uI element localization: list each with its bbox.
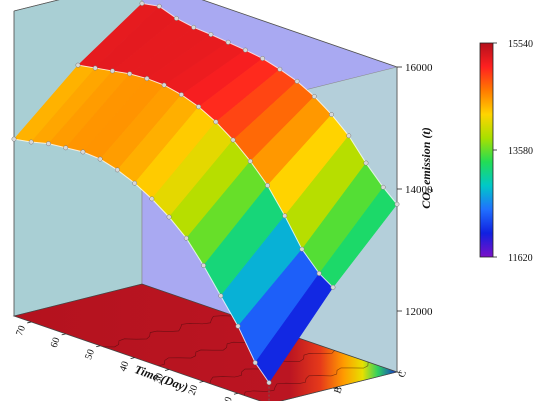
series-points	[11, 0, 400, 386]
series-point-C	[329, 112, 334, 118]
emission-axis-ticks: 12000 14000 16000	[397, 62, 433, 318]
series-point-C	[346, 133, 352, 139]
x-tick-label: 40	[118, 360, 132, 373]
y-tick-mark	[332, 387, 339, 390]
x-tick-label: 20	[187, 384, 201, 397]
y-tick-mark	[396, 371, 403, 374]
series-point-C	[191, 24, 197, 30]
series-point-A	[11, 136, 17, 142]
z-axis-title: CO₂ emission (t)	[419, 127, 433, 209]
series-point-C	[260, 55, 266, 61]
series-point-C	[277, 66, 283, 72]
series-point-C	[156, 3, 162, 9]
series-point-A	[28, 139, 34, 145]
series-point-A	[149, 196, 155, 202]
axis-box-lines	[13, 0, 398, 372]
series-point-A	[266, 380, 272, 386]
series-point-B	[330, 284, 336, 290]
time-axis-ticks: 70 60 50 40 30 20 10	[14, 321, 239, 401]
series-point-C	[380, 184, 386, 190]
x-tick-mark	[61, 333, 66, 336]
series-point-A	[218, 293, 224, 299]
series-point-B	[265, 183, 270, 188]
x-tick-label: 60	[49, 336, 63, 349]
z-tick-label: 14000	[405, 184, 433, 196]
x-tick-mark	[164, 369, 170, 371]
x-tick-label: 70	[14, 324, 28, 337]
x-tick-mark	[233, 392, 239, 395]
colorbar-tick-label: 11620	[508, 253, 533, 264]
series-point-C	[311, 93, 317, 99]
x-tick-mark	[130, 357, 135, 360]
series-point-C	[394, 201, 400, 207]
box-edge-top-left	[13, 0, 60, 12]
emission-surface	[13, 3, 398, 384]
floor-contour-line	[243, 362, 369, 396]
series-point-C	[242, 47, 248, 53]
series-point-B	[282, 213, 288, 219]
series-line-A	[13, 138, 270, 383]
series-point-B	[75, 62, 81, 68]
series-point-C	[225, 39, 231, 45]
box-edge-top-back	[201, 0, 398, 68]
x-tick-label: 30	[152, 372, 166, 385]
series-point-B	[178, 92, 184, 98]
series-point-C	[174, 15, 179, 21]
x-tick-mark	[27, 321, 32, 324]
series-point-B	[110, 68, 115, 74]
series-point-A	[97, 156, 103, 162]
z-tick-label: 12000	[405, 306, 433, 318]
x-tick-mark	[96, 345, 101, 348]
series-point-A	[166, 214, 172, 220]
series-point-B	[161, 82, 167, 88]
colorbar: 15540 13580 11620	[479, 39, 533, 264]
series-point-B	[92, 65, 98, 71]
series-point-B	[316, 270, 322, 276]
series-point-A	[80, 149, 86, 155]
series-point-B	[127, 71, 133, 77]
x-tick-label: 50	[83, 348, 97, 361]
series-point-A	[132, 180, 138, 186]
series-point-A	[114, 167, 120, 173]
colorbar-ticks: 15540 13580 11620	[493, 39, 533, 264]
colorbar-gradient	[479, 42, 494, 258]
series-point-B	[213, 119, 219, 125]
series-point-C	[139, 0, 145, 6]
series-point-B	[299, 246, 305, 252]
series-point-B	[247, 158, 253, 164]
colorbar-tick-label: 15540	[508, 39, 533, 50]
x-tick-label: 10	[221, 396, 235, 401]
series-point-A	[252, 360, 258, 366]
series-point-C	[208, 32, 214, 37]
series-point-A	[46, 141, 51, 147]
series-point-C	[363, 160, 369, 166]
y-tick-label: C	[396, 369, 409, 379]
y-tick-label: B	[332, 385, 345, 395]
series-point-B	[230, 137, 236, 143]
series-lines	[13, 2, 398, 401]
series-point-C	[294, 78, 300, 84]
series-point-A	[63, 145, 69, 151]
series-point-B	[144, 76, 150, 82]
series-point-A	[183, 235, 189, 241]
floor-contour-line	[103, 315, 236, 348]
x-tick-mark	[199, 381, 204, 383]
colorbar-tick-label: 13580	[508, 146, 533, 157]
series-line-B	[77, 64, 334, 288]
series-line-C	[141, 2, 398, 205]
series-point-A	[235, 323, 241, 329]
z-tick-label: 16000	[405, 62, 433, 74]
series-point-A	[201, 263, 206, 268]
series-point-B	[196, 104, 202, 110]
